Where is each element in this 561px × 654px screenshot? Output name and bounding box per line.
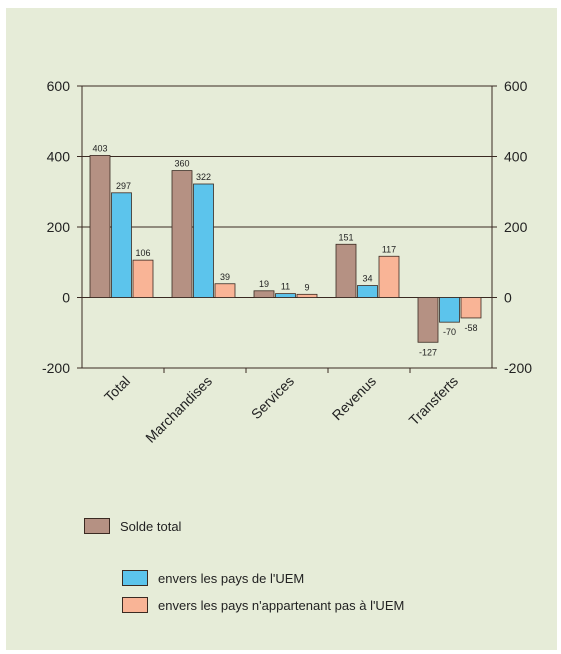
y-tick-label-right: 200 — [504, 219, 528, 235]
data-label-total-marchandises: 360 — [174, 159, 189, 169]
y-tick-label-right: 0 — [504, 290, 512, 306]
legend-swatch-non-uem — [122, 597, 148, 613]
chart-panel — [6, 8, 557, 650]
data-label-uem-total: 297 — [116, 181, 131, 191]
data-label-uem-marchandises: 322 — [196, 172, 211, 182]
bar-uem-total — [111, 192, 132, 298]
y-tick-label-left: 600 — [47, 78, 71, 94]
bars — [89, 155, 482, 343]
bar-uem-transferts — [439, 297, 460, 323]
data-labels: 403 297 106 360 322 39 19 11 9 151 34 117 -127 -70 -58 — [92, 143, 477, 357]
data-label-non_uem-revenus: 117 — [382, 244, 396, 254]
data-label-total-transferts: -127 — [419, 347, 437, 357]
legend-swatch-uem — [122, 570, 148, 586]
y-tick-label-left: 200 — [47, 219, 71, 235]
data-label-total-total: 403 — [92, 143, 107, 153]
bar-non_uem-total — [132, 259, 154, 298]
bar-uem-marchandises — [193, 183, 214, 298]
legend-item-uem: envers les pays de l'UEM — [122, 570, 304, 586]
axes — [77, 85, 497, 373]
y-tick-label-right: 400 — [504, 149, 528, 165]
bar-non_uem-services — [296, 293, 318, 298]
data-label-uem-revenus: 34 — [362, 274, 372, 284]
y-tick-label-right: 600 — [504, 78, 528, 94]
category-label-transferts: Transferts — [406, 373, 462, 429]
data-label-non_uem-services: 9 — [304, 282, 309, 292]
legend-item-non-uem: envers les pays n'appartenant pas à l'UE… — [122, 597, 404, 613]
data-label-uem-transferts: -70 — [443, 327, 456, 337]
legend-label-total: Solde total — [120, 518, 182, 534]
data-label-non_uem-transferts: -58 — [464, 323, 477, 333]
y-tick-label-left: -200 — [42, 360, 70, 376]
bar-uem-services — [275, 293, 296, 298]
bar-non_uem-transferts — [460, 297, 482, 319]
legend-label-non-uem: envers les pays n'appartenant pas à l'UE… — [158, 597, 405, 613]
y-tick-label-right: -200 — [504, 360, 532, 376]
bar-total-revenus — [335, 243, 357, 298]
y-tick-label-left: 400 — [47, 149, 71, 165]
bar-total-services — [253, 290, 275, 298]
legend-item-solde-total: Solde total — [84, 518, 181, 534]
category-labels: Total Marchandises Services Revenus Transfer… — [101, 373, 461, 446]
tick-labels: -200 -200 0 0 200 200 400 400 600 600 — [42, 78, 532, 376]
category-label-revenus: Revenus — [329, 373, 379, 423]
category-label-total: Total — [101, 373, 133, 405]
category-label-services: Services — [248, 373, 297, 422]
bar-total-marchandises — [171, 170, 193, 298]
data-label-total-revenus: 151 — [338, 232, 353, 242]
bar-total-total — [89, 155, 111, 298]
bar-non_uem-marchandises — [214, 283, 236, 298]
data-label-uem-services: 11 — [281, 282, 290, 292]
data-label-non_uem-marchandises: 39 — [220, 272, 230, 282]
category-label-marchandises: Marchandises — [142, 373, 215, 446]
y-tick-label-left: 0 — [62, 290, 70, 306]
bar-total-transferts — [417, 297, 439, 343]
data-label-total-services: 19 — [259, 279, 269, 289]
bar-uem-revenus — [357, 285, 378, 298]
legend-label-uem: envers les pays de l'UEM — [158, 570, 305, 586]
bar-non_uem-revenus — [378, 255, 400, 298]
legend-swatch-total — [84, 518, 110, 534]
data-label-non_uem-total: 106 — [135, 248, 150, 258]
